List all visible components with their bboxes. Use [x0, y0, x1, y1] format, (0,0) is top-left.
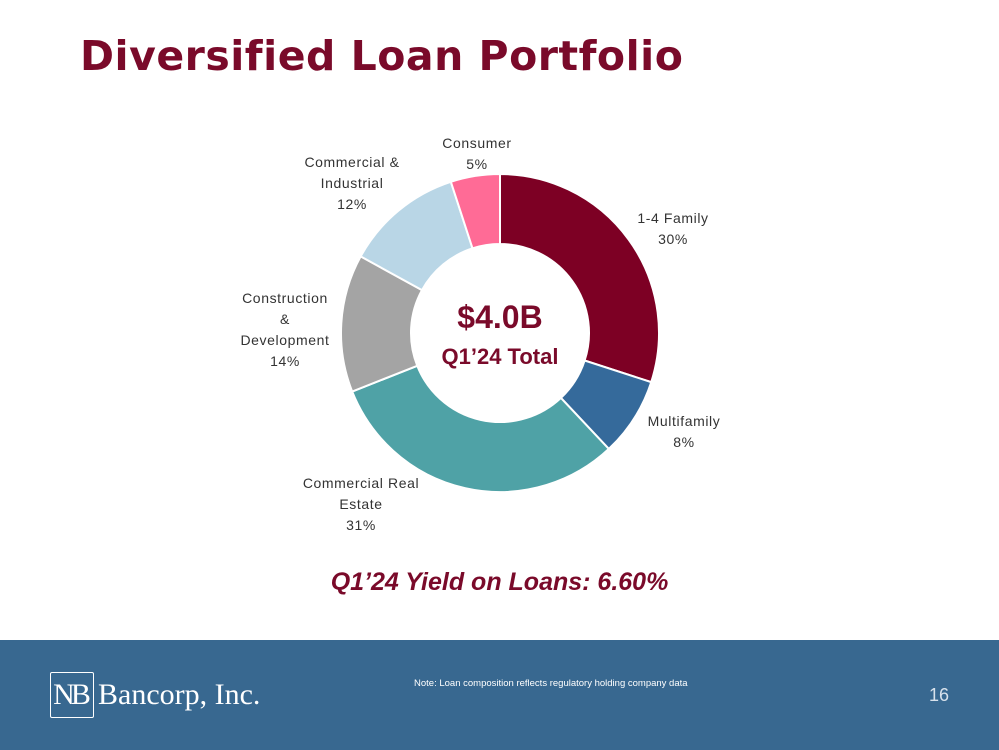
slice-1-4-family	[499, 172, 660, 384]
slice-value-label: 30%	[658, 231, 688, 247]
slice-category-label: Commercial Real	[303, 475, 419, 491]
footnote: Note: Loan composition reflects regulato…	[414, 678, 688, 689]
center-total-value: $4.0B	[457, 299, 542, 335]
label-construction-development: Construction & Development 14%	[240, 290, 329, 369]
slice-category-label: Development	[240, 332, 329, 348]
slice-value-label: 5%	[466, 156, 487, 172]
loan-yield-text: Q1’24 Yield on Loans: 6.60%	[330, 568, 669, 596]
loan-portfolio-donut-chart: 1-4 Family 30% Multifamily 8% Commercial Rea…	[240, 135, 721, 533]
slice-category-label: Commercial &	[304, 154, 399, 170]
slice-category-label: Estate	[339, 496, 382, 512]
logo-text: Bancorp, Inc.	[98, 678, 261, 711]
slice-value-label: 12%	[337, 196, 367, 212]
slice-value-label: 14%	[270, 353, 300, 369]
label-consumer: Consumer 5%	[442, 135, 511, 172]
label-commercial-industrial: Commercial & Industrial 12%	[304, 154, 399, 212]
logo-mark: NB	[50, 672, 94, 718]
slice-value-label: 8%	[673, 434, 694, 450]
slice-value-label: 31%	[346, 517, 376, 533]
donut-slices	[340, 172, 660, 493]
slice-category-label: &	[280, 311, 290, 327]
company-logo: NB Bancorp, Inc.	[50, 669, 260, 721]
slice-category-label: 1-4 Family	[637, 210, 708, 226]
label-multifamily: Multifamily 8%	[648, 413, 721, 450]
slice-category-label: Multifamily	[648, 413, 721, 429]
slice-labels: 1-4 Family 30% Multifamily 8% Commercial Rea…	[240, 135, 721, 533]
slice-commercial-real-estate	[350, 364, 611, 493]
page-number: 16	[928, 685, 949, 705]
center-total-caption: Q1’24 Total	[442, 344, 559, 369]
slice-category-label: Construction	[242, 290, 328, 306]
label-1-4-family: 1-4 Family 30%	[637, 210, 708, 247]
slice-consumer	[449, 172, 501, 250]
label-commercial-real-estate: Commercial Real Estate 31%	[303, 475, 419, 533]
slide-title: Diversified Loan Portfolio	[80, 32, 684, 80]
slice-category-label: Industrial	[321, 175, 384, 191]
footer-bar: NB Bancorp, Inc. Note: Loan composition …	[0, 640, 999, 750]
slice-category-label: Consumer	[442, 135, 511, 151]
